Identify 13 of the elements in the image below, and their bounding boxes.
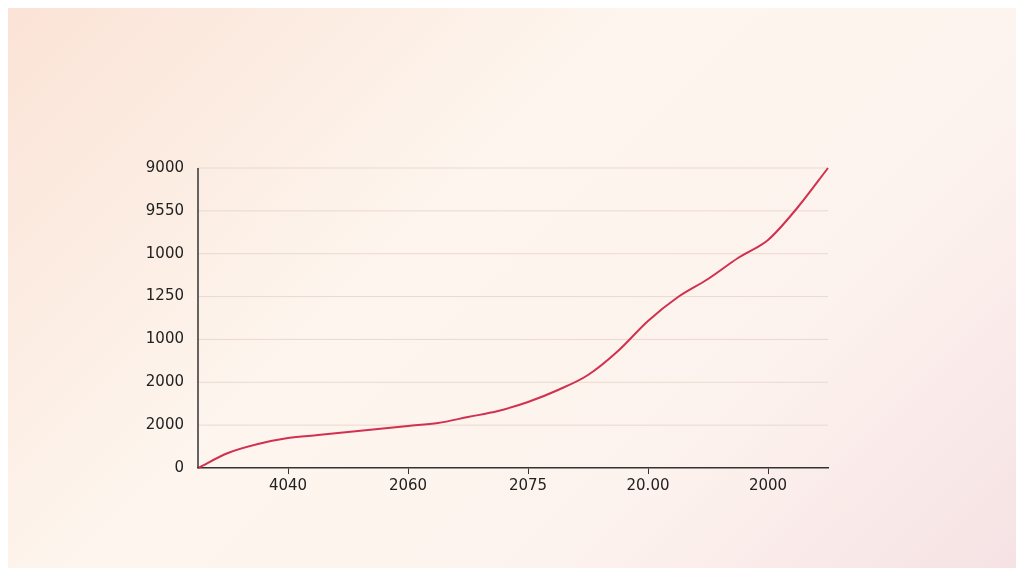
text: 1250 xyxy=(145,286,184,305)
x-tick-label: 2000 xyxy=(748,475,788,494)
text: 2000 xyxy=(145,415,184,434)
text: 2000 xyxy=(145,372,184,391)
text: 9000 xyxy=(145,157,184,176)
text: 9550 xyxy=(145,200,184,219)
x-tick-label: 20.00 xyxy=(626,475,670,494)
x-tick-label: 2075 xyxy=(508,475,548,494)
text: 1000 xyxy=(145,329,184,348)
x-tick-label: 2060 xyxy=(388,475,428,494)
x-tick-label: 4040 xyxy=(268,475,308,494)
text: 1000 xyxy=(145,243,184,262)
text: 0 xyxy=(174,457,184,476)
